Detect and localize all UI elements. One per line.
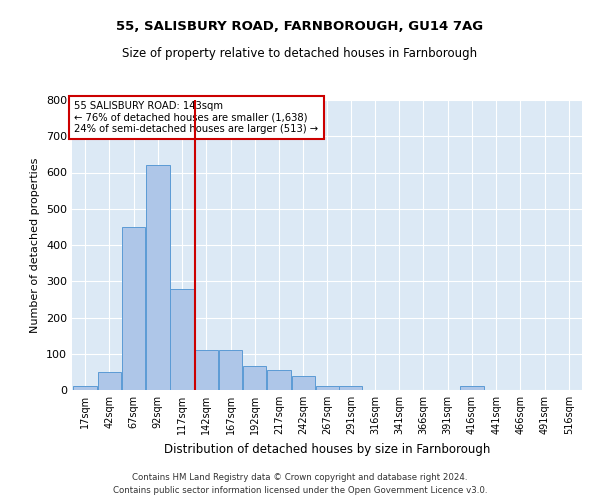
Bar <box>98 372 121 390</box>
Bar <box>316 386 339 390</box>
Text: Contains HM Land Registry data © Crown copyright and database right 2024.: Contains HM Land Registry data © Crown c… <box>132 474 468 482</box>
Text: Size of property relative to detached houses in Farnborough: Size of property relative to detached ho… <box>122 48 478 60</box>
Bar <box>194 350 218 390</box>
Bar <box>219 350 242 390</box>
Bar <box>73 386 97 390</box>
Bar <box>339 386 362 390</box>
Text: 55 SALISBURY ROAD: 143sqm
← 76% of detached houses are smaller (1,638)
24% of se: 55 SALISBURY ROAD: 143sqm ← 76% of detac… <box>74 100 319 134</box>
Text: Contains public sector information licensed under the Open Government Licence v3: Contains public sector information licen… <box>113 486 487 495</box>
Bar <box>170 288 194 390</box>
Bar <box>460 386 484 390</box>
Text: 55, SALISBURY ROAD, FARNBOROUGH, GU14 7AG: 55, SALISBURY ROAD, FARNBOROUGH, GU14 7A… <box>116 20 484 33</box>
Bar <box>146 165 170 390</box>
Bar <box>267 370 291 390</box>
Y-axis label: Number of detached properties: Number of detached properties <box>31 158 40 332</box>
Bar <box>243 366 266 390</box>
Bar <box>292 376 315 390</box>
X-axis label: Distribution of detached houses by size in Farnborough: Distribution of detached houses by size … <box>164 442 490 456</box>
Bar <box>122 227 145 390</box>
